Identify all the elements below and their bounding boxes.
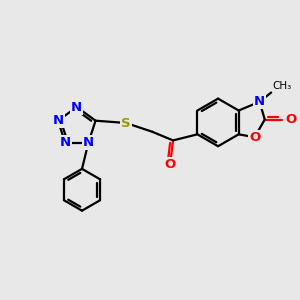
Text: N: N: [83, 136, 94, 149]
Text: S: S: [121, 116, 131, 130]
Text: N: N: [71, 100, 82, 113]
Text: N: N: [52, 114, 64, 127]
Text: O: O: [285, 113, 296, 126]
Text: N: N: [254, 95, 265, 108]
Text: N: N: [60, 136, 71, 149]
Text: O: O: [164, 158, 176, 171]
Text: CH₃: CH₃: [272, 81, 292, 91]
Text: O: O: [249, 131, 260, 144]
